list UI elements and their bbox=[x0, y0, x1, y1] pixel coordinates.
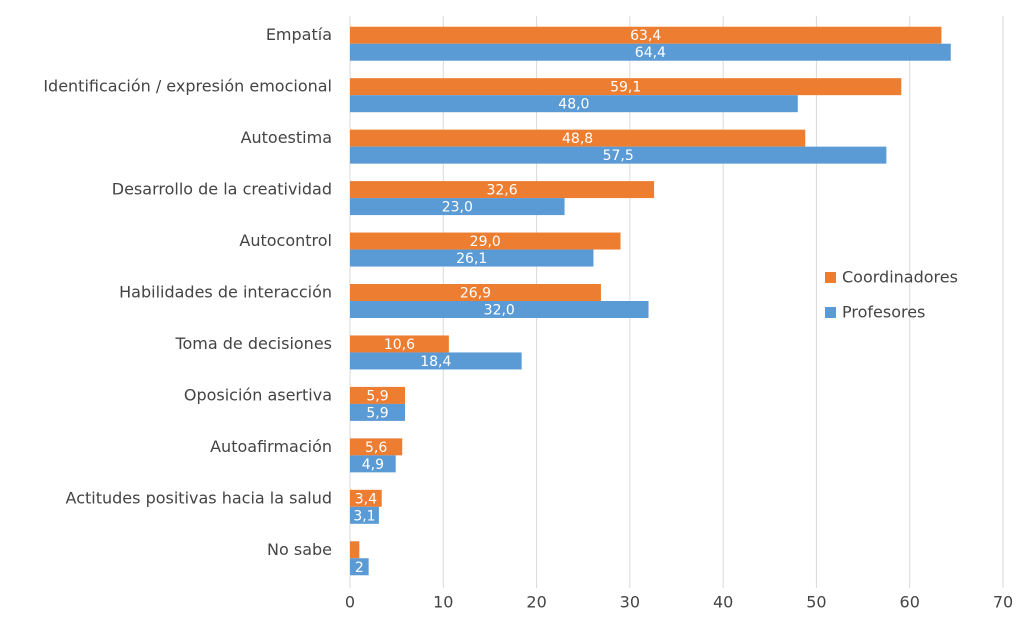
data-label: 26,9 bbox=[460, 286, 491, 302]
data-label: 18,4 bbox=[420, 354, 451, 370]
data-label: 3,4 bbox=[355, 491, 377, 507]
bar bbox=[350, 541, 360, 559]
y-tick-label: Autoestima bbox=[241, 128, 332, 147]
bar bbox=[350, 43, 951, 61]
bar bbox=[350, 506, 379, 524]
bar bbox=[350, 146, 887, 164]
data-label: 2 bbox=[355, 560, 364, 576]
data-label: 57,5 bbox=[603, 148, 634, 164]
y-tick-label: Toma de decisiones bbox=[174, 334, 332, 353]
data-label: 64,4 bbox=[635, 45, 666, 61]
y-tick-label: No sabe bbox=[267, 540, 332, 559]
x-tick-label: 10 bbox=[433, 593, 453, 612]
data-label: 5,9 bbox=[366, 405, 388, 421]
bar bbox=[350, 78, 902, 96]
bar bbox=[350, 198, 565, 216]
y-tick-label: Autocontrol bbox=[239, 231, 332, 250]
x-tick-label: 60 bbox=[900, 593, 920, 612]
x-tick-label: 50 bbox=[806, 593, 826, 612]
bar bbox=[350, 301, 649, 318]
y-tick-label: Desarrollo de la creatividad bbox=[112, 180, 332, 199]
x-tick-label: 70 bbox=[993, 593, 1013, 612]
data-label: 48,8 bbox=[562, 131, 593, 147]
data-label: 48,0 bbox=[558, 97, 589, 113]
data-label: 10,6 bbox=[384, 337, 415, 353]
data-label: 32,6 bbox=[486, 183, 517, 199]
data-label: 3,1 bbox=[353, 508, 375, 524]
bar bbox=[350, 232, 621, 250]
bar bbox=[350, 95, 798, 113]
y-tick-label: Habilidades de interacción bbox=[119, 283, 332, 302]
data-label: 5,9 bbox=[366, 388, 388, 404]
bar bbox=[350, 438, 403, 456]
data-label: 29,0 bbox=[470, 234, 501, 250]
data-label: 59,1 bbox=[610, 80, 641, 96]
bar bbox=[350, 558, 369, 576]
x-tick-label: 20 bbox=[526, 593, 546, 612]
bar bbox=[350, 26, 942, 44]
bar bbox=[350, 181, 655, 199]
data-label: 23,0 bbox=[442, 200, 473, 216]
y-tick-label: Empatía bbox=[266, 25, 332, 44]
y-tick-label: Autoafirmación bbox=[210, 437, 332, 456]
x-tick-label: 40 bbox=[713, 593, 733, 612]
legend-label: Coordinadores bbox=[842, 268, 958, 287]
bar bbox=[350, 352, 522, 370]
data-label: 4,9 bbox=[362, 457, 384, 473]
x-tick-label: 30 bbox=[620, 593, 640, 612]
data-label: 63,4 bbox=[630, 28, 661, 44]
data-label: 32,0 bbox=[484, 303, 515, 319]
bar bbox=[350, 386, 406, 404]
bar bbox=[350, 249, 594, 267]
bar bbox=[350, 335, 449, 353]
legend-swatch bbox=[825, 272, 836, 283]
bar bbox=[350, 455, 396, 473]
bar bbox=[350, 129, 806, 147]
bar bbox=[350, 284, 601, 301]
bar bbox=[350, 489, 382, 507]
legend-swatch bbox=[825, 307, 836, 318]
y-tick-label: Identificación / expresión emocional bbox=[43, 77, 332, 96]
legend-label: Profesores bbox=[842, 303, 925, 322]
data-label: 26,1 bbox=[456, 251, 487, 267]
y-tick-label: Oposición asertiva bbox=[184, 385, 332, 404]
x-tick-label: 0 bbox=[345, 593, 355, 612]
data-label: 5,6 bbox=[365, 440, 387, 456]
bar bbox=[350, 403, 406, 421]
y-tick-label: Actitudes positivas hacia la salud bbox=[66, 488, 332, 507]
